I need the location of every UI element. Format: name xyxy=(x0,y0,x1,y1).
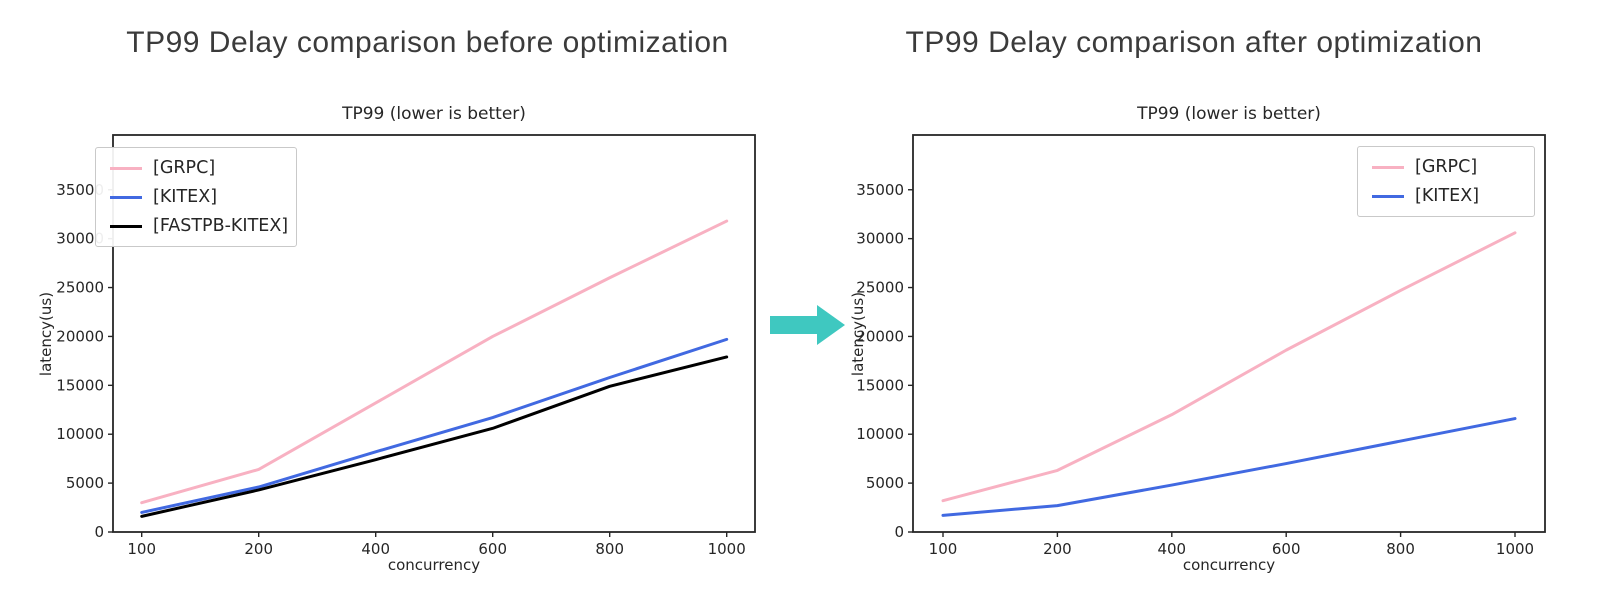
tick-label: 200 xyxy=(1043,540,1072,558)
tick-label: 1000 xyxy=(708,540,746,558)
tick-label: 0 xyxy=(894,523,904,541)
tick-label: 800 xyxy=(595,540,624,558)
series-line-grpc xyxy=(140,219,729,505)
legend-label: [GRPC] xyxy=(1415,157,1478,177)
chart-title: TP99 (lower is better) xyxy=(1137,104,1321,124)
tick-label: 1000 xyxy=(1496,540,1534,558)
figure-before-optimization: TP99 Delay comparison before optimizatio… xyxy=(30,0,765,614)
tick-label: 800 xyxy=(1386,540,1415,558)
x-axis-label: concurrency xyxy=(387,556,481,574)
tick-label: 100 xyxy=(929,540,958,558)
series-line-kitex xyxy=(941,417,1517,517)
series-line-grpc xyxy=(941,231,1517,503)
tick-label: 35000 xyxy=(56,181,104,199)
figure-heading: TP99 Delay comparison after optimization xyxy=(905,26,1483,59)
legend: [GRPC] [KITEX] [FASTPB-KITEX] xyxy=(95,147,297,247)
series-line-fastpb-kitex xyxy=(140,355,729,518)
legend-label: [GRPC] xyxy=(153,158,216,178)
plot-border xyxy=(912,134,1546,533)
legend-line-swatch xyxy=(110,195,142,199)
tick-label: 5000 xyxy=(66,474,104,492)
legend: [GRPC] [KITEX] xyxy=(1357,146,1535,217)
tick-label: 10000 xyxy=(56,425,104,443)
legend-label: [FASTPB-KITEX] xyxy=(153,216,289,236)
tick-label: 25000 xyxy=(56,279,104,297)
legend-item: [FASTPB-KITEX] xyxy=(110,216,288,236)
chart-title: TP99 (lower is better) xyxy=(342,104,526,124)
legend-item: [KITEX] xyxy=(1372,186,1520,206)
tick-label: 30000 xyxy=(56,230,104,248)
tick-label: 100 xyxy=(127,540,156,558)
legend-line-swatch xyxy=(110,166,142,170)
tick-label: 30000 xyxy=(856,230,904,248)
legend-item: [GRPC] xyxy=(110,158,282,178)
plot-border xyxy=(112,134,756,533)
tick-label: 400 xyxy=(361,540,390,558)
x-axis-label: concurrency xyxy=(1182,556,1276,574)
tick-label: 15000 xyxy=(56,376,104,394)
tick-label: 15000 xyxy=(856,376,904,394)
right-arrow-icon xyxy=(770,305,845,345)
legend-label: [KITEX] xyxy=(153,187,218,207)
tick-label: 20000 xyxy=(56,327,104,345)
legend-item: [KITEX] xyxy=(110,187,282,207)
tick-label: 0 xyxy=(94,523,104,541)
series-line-kitex xyxy=(140,337,729,514)
legend-label: [KITEX] xyxy=(1415,186,1480,206)
figure-heading: TP99 Delay comparison before optimizatio… xyxy=(126,26,729,59)
tick-label: 35000 xyxy=(856,181,904,199)
tick-label: 25000 xyxy=(856,279,904,297)
figure-after-optimization: TP99 Delay comparison after optimization… xyxy=(849,0,1558,614)
tick-label: 20000 xyxy=(856,327,904,345)
line-chart-after: 0 5000 10000 15000 20000 25000 30000 35000 100 20… xyxy=(856,134,1546,558)
tick-label: 600 xyxy=(1272,540,1301,558)
legend-line-swatch xyxy=(1372,194,1404,198)
tick-label: 10000 xyxy=(856,425,904,443)
tick-label: 600 xyxy=(478,540,507,558)
legend-item: [GRPC] xyxy=(1372,157,1520,177)
line-chart-before: 0 5000 10000 15000 20000 25000 30000 35000 100 20… xyxy=(56,134,756,558)
tick-label: 400 xyxy=(1157,540,1186,558)
tick-label: 200 xyxy=(244,540,273,558)
tick-label: 5000 xyxy=(866,474,904,492)
legend-line-swatch xyxy=(1372,165,1404,169)
legend-line-swatch xyxy=(110,224,142,228)
